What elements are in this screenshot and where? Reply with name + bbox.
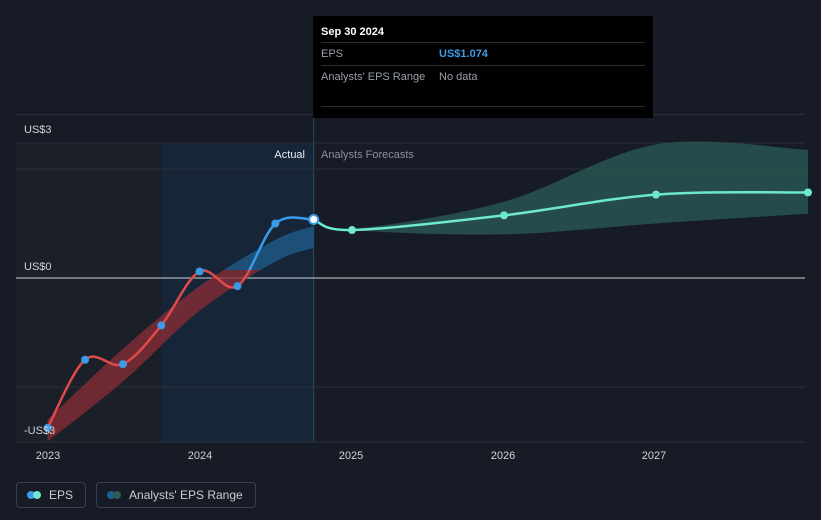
eps-point <box>43 423 52 432</box>
eps-line-positive <box>200 216 314 270</box>
chart-range-areas <box>47 141 808 442</box>
section-label-forecast: Analysts Forecasts <box>321 149 414 161</box>
forecast-point <box>348 226 356 235</box>
tooltip-row-eps: EPS US$1.074 <box>321 42 645 65</box>
legend-eps-label: EPS <box>49 488 74 502</box>
eps-point <box>195 267 204 276</box>
eps-point <box>81 355 90 364</box>
eps-chart: US$3 US$0 -US$3 Actual Analysts Forecast… <box>16 114 812 462</box>
chart-data-points <box>43 188 812 432</box>
y-tick-label-zero: US$0 <box>24 261 52 273</box>
eps-point <box>233 282 242 291</box>
section-label-actual: Actual <box>274 149 305 161</box>
x-tick-label-2025: 2025 <box>339 450 363 462</box>
chart-background-shading <box>16 118 315 442</box>
tooltip-range-label: Analysts' EPS Range <box>321 71 426 83</box>
recent-actual-shading <box>161 143 314 442</box>
legend-item-eps[interactable]: EPS <box>16 482 87 508</box>
legend-item-range[interactable]: Analysts' EPS Range <box>96 482 256 508</box>
hover-tooltip: Sep 30 2024 EPS US$1.074 Analysts' EPS R… <box>313 16 653 118</box>
tooltip-eps-label: EPS <box>321 48 344 60</box>
x-tick-label-2024: 2024 <box>188 450 212 462</box>
y-tick-label-top: US$3 <box>24 124 52 136</box>
actual-range-band-positive <box>223 226 314 270</box>
legend-range-label: Analysts' EPS Range <box>129 488 243 502</box>
tooltip-date: Sep 30 2024 <box>321 26 384 38</box>
forecast-point <box>652 190 660 199</box>
eps-point <box>271 219 280 228</box>
actual-range-band-negative <box>47 270 261 442</box>
tooltip-range-value: No data <box>439 71 478 83</box>
forecast-range-band <box>313 141 808 235</box>
x-tick-label-2023: 2023 <box>36 450 60 462</box>
tooltip-row-range: Analysts' EPS Range No data <box>321 65 645 107</box>
eps-point <box>157 321 166 330</box>
eps-point-highlighted <box>308 213 320 225</box>
range-legend-icon <box>107 491 122 499</box>
chart-legend: EPS Analysts' EPS Range <box>16 482 256 508</box>
eps-legend-icon <box>27 491 41 499</box>
eps-point <box>118 360 127 369</box>
y-tick-label-bottom: -US$3 <box>24 425 55 437</box>
x-tick-label-2026: 2026 <box>491 450 515 462</box>
forecast-point <box>804 188 812 197</box>
forecast-point <box>500 211 508 220</box>
chart-labels: US$3 US$0 -US$3 Actual Analysts Forecast… <box>24 124 666 462</box>
x-tick-label-2027: 2027 <box>642 450 666 462</box>
tooltip-eps-value: US$1.074 <box>439 48 488 60</box>
